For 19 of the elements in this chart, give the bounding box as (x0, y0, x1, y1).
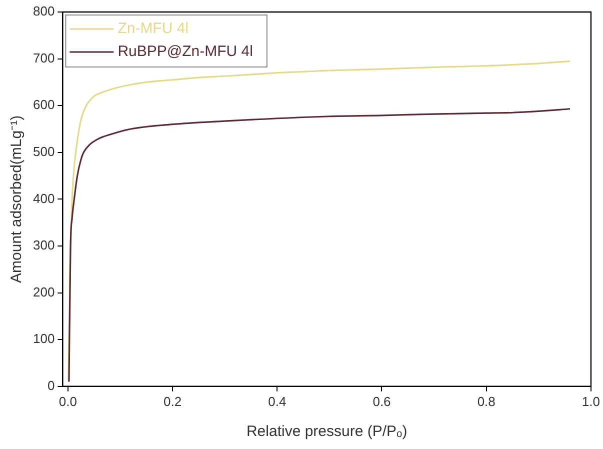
y-tick-label: 100 (32, 331, 55, 346)
y-tick-label: 300 (32, 238, 55, 253)
x-tick-label: 0.8 (477, 394, 496, 409)
x-tick-label: 0.0 (58, 394, 77, 409)
x-tick-label: 0.4 (268, 394, 286, 409)
x-tick-label: 1.0 (582, 394, 600, 409)
x-tick-label: 0.6 (372, 394, 391, 409)
y-tick-label: 0 (47, 378, 55, 393)
y-axis-title: Amount adsorbed(mLg⁻¹) (8, 115, 26, 283)
y-tick-label: 600 (32, 97, 55, 112)
y-tick-label: 400 (32, 190, 55, 206)
legend-label: Zn-MFU 4l (118, 20, 189, 38)
x-tick-label: 0.2 (163, 394, 182, 409)
y-tick-label: 500 (32, 144, 55, 159)
y-tick-label: 700 (32, 50, 55, 66)
legend-label: RuBPP@Zn-MFU 4l (118, 43, 253, 60)
y-tick-label: 800 (32, 4, 55, 19)
y-tick-label: 200 (32, 284, 55, 300)
x-axis-title: Relative pressure (P/Pₒ) (246, 423, 408, 440)
